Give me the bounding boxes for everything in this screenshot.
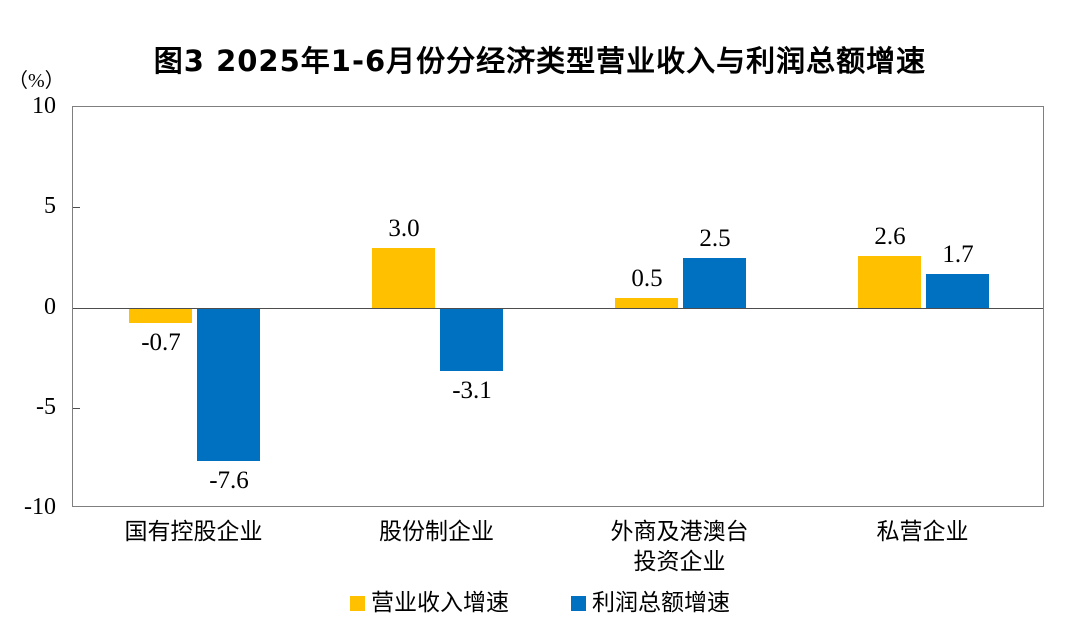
category-label: 外商及港澳台 投资企业 [610, 519, 749, 574]
y-axis-unit-label: （%） [8, 70, 65, 92]
y-tick-label: 0 [44, 294, 56, 320]
bar-value-label: -3.1 [452, 377, 492, 404]
legend: 营业收入增速 利润总额增速 [0, 590, 1080, 616]
legend-label: 利润总额增速 [592, 590, 730, 615]
y-tick-label: 5 [44, 193, 56, 219]
y-tick-label: -10 [24, 494, 56, 520]
category-label: 私营企业 [876, 519, 969, 544]
bar-value-label: 2.6 [874, 223, 906, 250]
bar [858, 256, 921, 308]
legend-swatch [350, 595, 365, 611]
bar-value-label: -7.6 [209, 467, 249, 494]
legend-label: 营业收入增速 [371, 590, 509, 615]
y-tick-mark [73, 408, 80, 409]
bar [129, 309, 192, 323]
legend-swatch [571, 595, 586, 611]
y-tick-label: 10 [32, 93, 56, 119]
bar-value-label: 3.0 [388, 215, 420, 242]
plot-area: -0.7 -7.6 3.0 -3.1 0.5 2.5 2.6 1.7 [72, 106, 1044, 507]
bar [440, 309, 503, 371]
bar-value-label: 1.7 [942, 241, 974, 268]
bar [926, 274, 989, 308]
chart-title: 图3 2025年1-6月份分经济类型营业收入与利润总额增速 [153, 44, 927, 78]
legend-item: 利润总额增速 [571, 590, 730, 616]
bar [372, 248, 435, 308]
zero-gridline [73, 308, 1043, 309]
category-label: 国有控股企业 [124, 519, 263, 544]
bar [615, 298, 678, 308]
bar-value-label: 2.5 [699, 225, 731, 252]
bar-value-label: -0.7 [141, 329, 181, 356]
y-tick-label: -5 [36, 394, 56, 420]
category-label: 股份制企业 [379, 519, 494, 544]
legend-item: 营业收入增速 [350, 590, 509, 616]
bar [197, 309, 260, 461]
bar [683, 258, 746, 308]
bar-value-label: 0.5 [631, 265, 663, 292]
y-tick-mark [73, 207, 80, 208]
